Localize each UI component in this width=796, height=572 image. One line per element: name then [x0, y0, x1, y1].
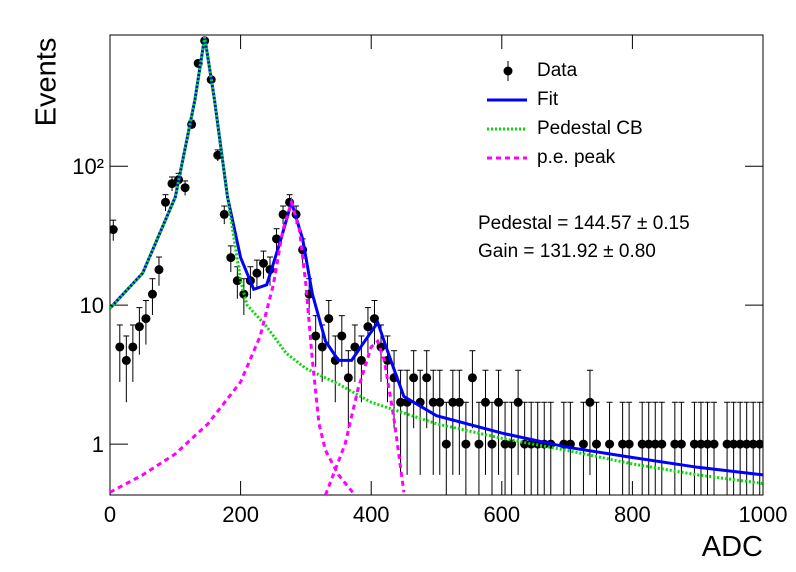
data-point — [324, 314, 334, 324]
data-point — [363, 322, 373, 332]
x-tick-label: 600 — [483, 502, 520, 527]
data-point — [141, 314, 151, 324]
y-axis-label: Events — [31, 38, 63, 127]
legend-label: Pedestal CB — [537, 118, 643, 139]
data-point — [252, 268, 262, 278]
x-axis-label: ADC — [702, 531, 763, 563]
data-point — [722, 439, 732, 449]
data-point — [272, 234, 282, 244]
data-point — [356, 355, 366, 365]
data-point — [180, 183, 190, 193]
annotation: Gain = 131.92 ± 0.80 — [478, 241, 656, 262]
data-point — [422, 373, 432, 383]
data-point — [578, 439, 588, 449]
data-point — [311, 331, 321, 341]
data-point — [494, 397, 504, 407]
curve — [110, 197, 406, 495]
data-point — [644, 439, 654, 449]
data-point — [624, 439, 634, 449]
data-point — [369, 314, 379, 324]
data-point — [317, 342, 327, 352]
data-point — [467, 373, 477, 383]
x-tick-label: 0 — [104, 502, 116, 527]
data-point — [461, 439, 471, 449]
data-point — [121, 355, 131, 365]
data-point — [474, 439, 484, 449]
x-tick-label: 200 — [222, 502, 259, 527]
data-point — [376, 342, 386, 352]
data-point — [500, 439, 510, 449]
data-point — [128, 342, 138, 352]
data-point — [337, 331, 347, 341]
data-point — [591, 439, 601, 449]
data-point — [258, 258, 268, 268]
legend-marker — [503, 66, 513, 76]
data-point — [755, 439, 763, 449]
x-tick-label: 1000 — [739, 502, 788, 527]
data-point — [134, 322, 144, 332]
data-point — [428, 397, 438, 407]
y-tick-label: 10² — [72, 154, 104, 179]
data-point — [748, 439, 758, 449]
data-point — [343, 373, 353, 383]
data-point — [605, 439, 615, 449]
data-point — [729, 439, 739, 449]
data-point — [696, 439, 706, 449]
plot-area — [110, 36, 763, 495]
legend-label: Fit — [537, 89, 559, 110]
x-tick-label: 800 — [614, 502, 651, 527]
data-point — [637, 439, 647, 449]
legend-label: Data — [537, 60, 578, 81]
data-point — [278, 209, 288, 219]
data-point — [213, 150, 223, 160]
data-point — [350, 342, 360, 352]
data-point — [480, 397, 490, 407]
data-point — [219, 209, 229, 219]
y-tick-label: 1 — [92, 432, 104, 457]
data-point — [409, 373, 419, 383]
data-point — [147, 289, 157, 299]
data-point — [154, 265, 164, 275]
x-tick-label: 400 — [353, 502, 390, 527]
data-point — [689, 439, 699, 449]
data-point — [115, 342, 125, 352]
data-point — [441, 439, 451, 449]
data-point — [487, 439, 497, 449]
data-point — [742, 439, 752, 449]
data-point — [618, 439, 628, 449]
legend-label: p.e. peak — [537, 147, 616, 168]
data-point — [650, 439, 660, 449]
data-point — [396, 397, 406, 407]
data-point — [676, 439, 686, 449]
data-point — [670, 439, 680, 449]
curve — [110, 36, 763, 485]
data-point — [513, 397, 523, 407]
data-point — [167, 179, 177, 189]
data-point — [161, 197, 171, 207]
data-point — [435, 397, 445, 407]
plot-frame — [109, 34, 764, 496]
data-point — [709, 439, 719, 449]
annotation: Pedestal = 144.57 ± 0.15 — [478, 213, 690, 234]
data-point — [110, 225, 118, 235]
curve — [110, 36, 763, 477]
data-point — [454, 397, 464, 407]
data-point — [448, 397, 458, 407]
data-point — [585, 397, 595, 407]
data-point — [226, 253, 236, 263]
data-point — [657, 439, 667, 449]
y-tick-label: 10 — [80, 293, 104, 318]
data-point — [702, 439, 712, 449]
data-point — [735, 439, 745, 449]
